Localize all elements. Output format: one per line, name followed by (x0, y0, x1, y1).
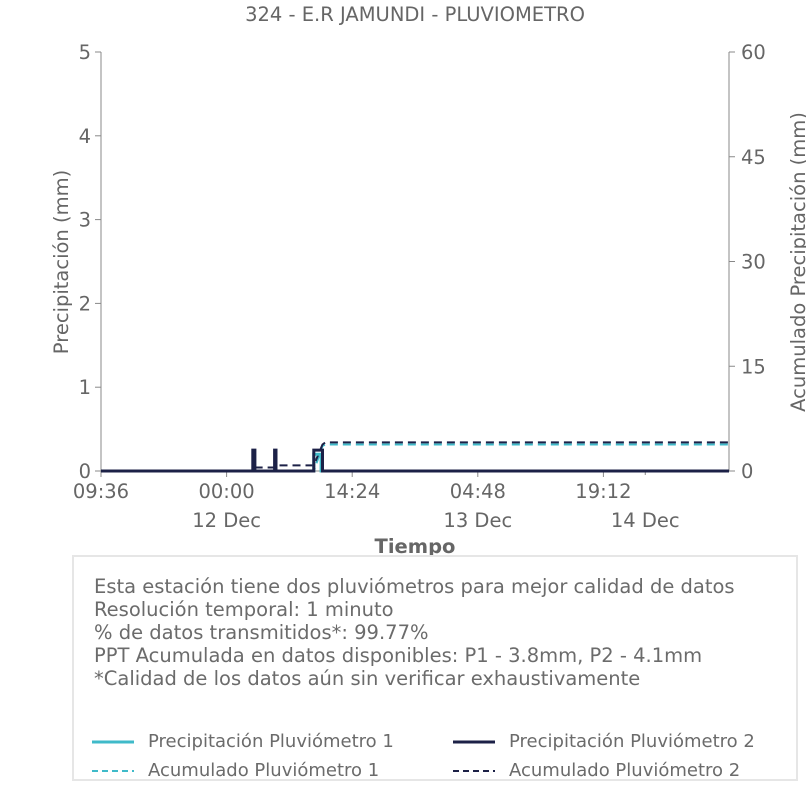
x-axis-label: Tiempo (375, 535, 456, 558)
legend-solid-line-icon (92, 740, 134, 743)
legend-label: Acumulado Pluviómetro 1 (148, 760, 380, 781)
legend-solid-line-icon (453, 740, 495, 743)
y2-tick-label: 45 (741, 146, 766, 169)
legend-item-precip-p2[interactable]: Precipitación Pluviómetro 2 (453, 731, 755, 752)
series-line-3 (101, 443, 729, 472)
x-tick-label: 04:48 (450, 480, 506, 503)
info-box: Esta estación tiene dos pluviómetros par… (72, 555, 798, 781)
info-line: Resolución temporal: 1 minuto (94, 598, 394, 621)
y-tick-label: 5 (79, 41, 91, 64)
y-tick-label: 0 (79, 460, 91, 483)
legend-item-precip-p1[interactable]: Precipitación Pluviómetro 1 (92, 731, 394, 752)
y2-tick-label: 15 (741, 355, 766, 378)
y2-tick-label: 0 (741, 460, 753, 483)
y2-tick-label: 30 (741, 251, 766, 274)
y2-axis-label: Acumulado Precipitación (mm) (787, 112, 806, 412)
legend-item-acum-p1[interactable]: Acumulado Pluviómetro 1 (92, 760, 379, 781)
info-line: *Calidad de los datos aún sin verificar … (94, 667, 641, 690)
y-tick-label: 3 (79, 209, 91, 232)
info-line: PPT Acumulada en datos disponibles: P1 -… (94, 644, 703, 667)
info-line: % de datos transmitidos*: 99.77% (94, 621, 429, 644)
x-tick-label: 00:00 (198, 480, 254, 503)
legend-item-acum-p2[interactable]: Acumulado Pluviómetro 2 (453, 760, 740, 781)
legend-dashed-line-icon (92, 769, 134, 772)
precipitation-chart: 324 - E.R JAMUNDI - PLUVIOMETRO 01234501… (50, 3, 806, 558)
chart-title: 324 - E.R JAMUNDI - PLUVIOMETRO (245, 3, 585, 26)
y2-tick-label: 60 (741, 41, 766, 64)
x-tick-label: 09:36 (73, 480, 129, 503)
x-tick-date-label: 14 Dec (611, 509, 680, 532)
series-line-1 (101, 452, 729, 473)
x-tick-date-label: 12 Dec (192, 509, 261, 532)
x-tick-label: 19:12 (575, 480, 631, 503)
legend-label: Precipitación Pluviómetro 2 (509, 731, 755, 752)
y-tick-label: 1 (79, 376, 91, 399)
info-line: Esta estación tiene dos pluviómetros par… (94, 575, 735, 598)
legend-label: Precipitación Pluviómetro 1 (148, 731, 394, 752)
legend-dashed-line-icon (453, 769, 495, 772)
y-axis-label: Precipitación (mm) (50, 170, 73, 354)
x-tick-label: 14:24 (324, 480, 380, 503)
x-tick-date-label: 13 Dec (443, 509, 512, 532)
info-text: Esta estación tiene dos pluviómetros par… (94, 575, 735, 690)
legend-label: Acumulado Pluviómetro 2 (509, 760, 741, 781)
y-tick-label: 4 (79, 125, 91, 148)
series-line-2 (101, 448, 729, 473)
y-tick-label: 2 (79, 292, 91, 315)
series-line-4 (101, 441, 729, 472)
